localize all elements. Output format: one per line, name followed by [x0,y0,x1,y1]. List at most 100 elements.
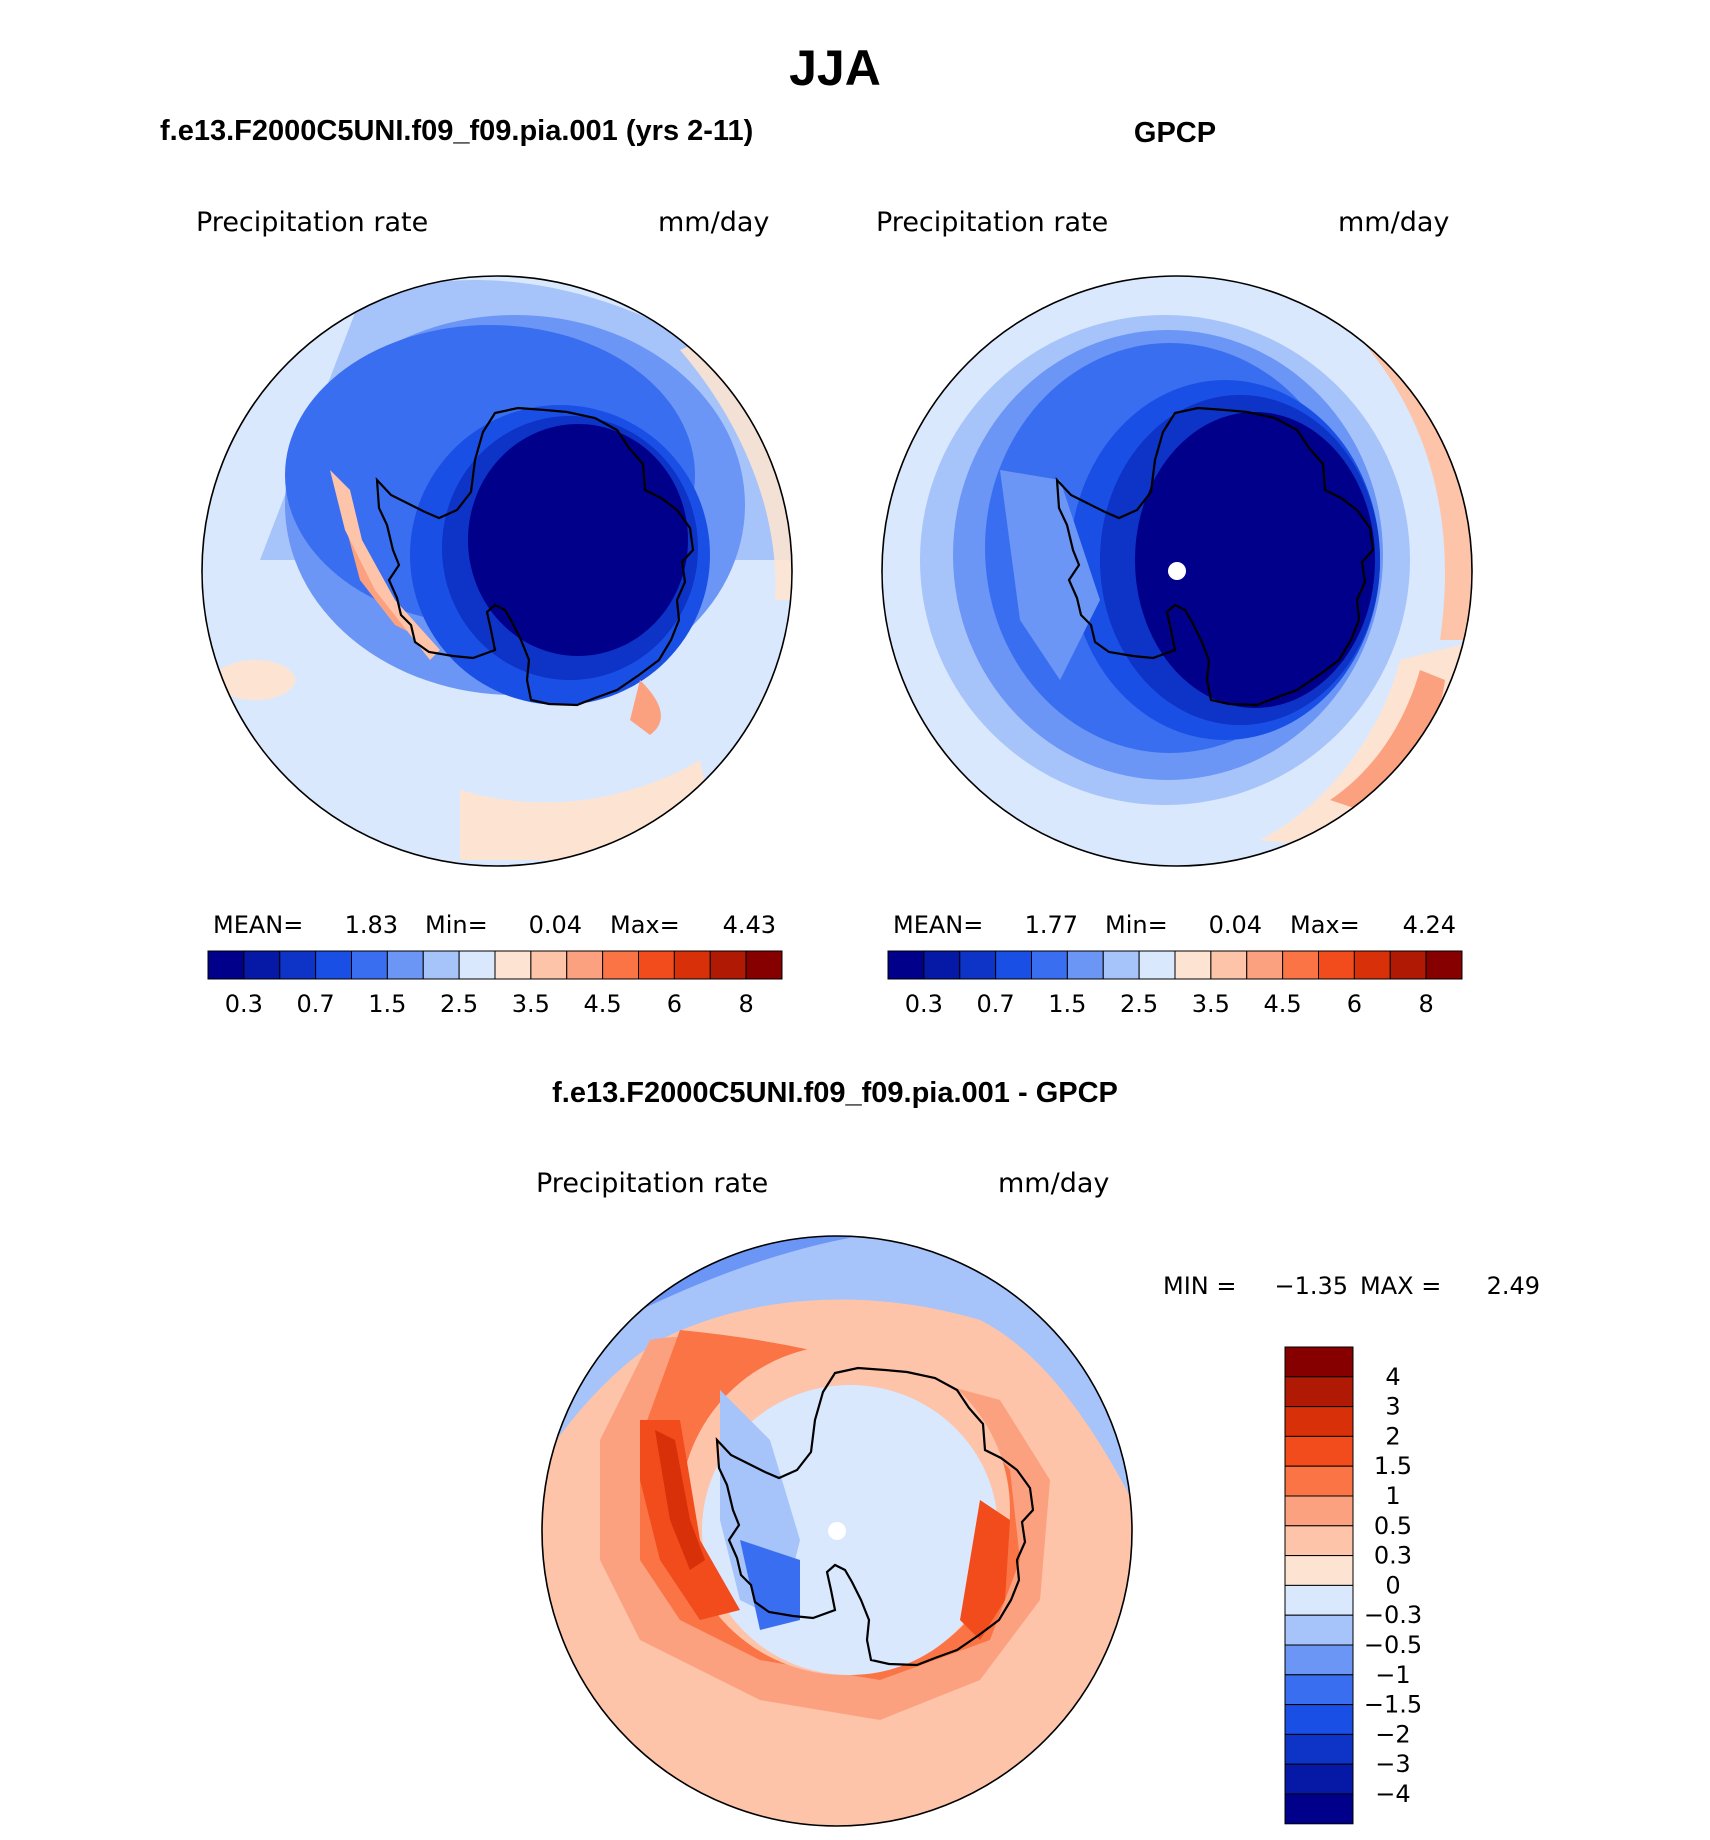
panel-diff-colorbar-swatch [1284,1435,1354,1467]
panel-obs-colorbar-tick-label: 3.5 [1192,990,1230,1018]
panel-diff-map [542,1236,1132,1826]
panel-diff-colorbar-swatch [1284,1674,1354,1706]
panel-obs-colorbar-tick-label: 0.3 [905,990,943,1018]
panel-model-colorbar-swatch [673,950,711,980]
panel-diff-colorbar-tick-label: 1.5 [1374,1452,1412,1480]
panel-model-map [202,276,792,866]
panel-model-colorbar-tick-label: 3.5 [512,990,550,1018]
panel-obs-mean-label: MEAN= [893,911,983,939]
panel-diff-colorbar-tick-label: −3 [1375,1750,1410,1778]
panel-obs-colorbar: 0.3 0.7 1.5 2.5 3.5 4.5 6 8 [887,950,1463,1018]
panel-model-colorbar-swatch [458,950,496,980]
panel-diff-colorbar-swatch [1284,1793,1354,1825]
panel-model: f.e13.F2000C5UNI.f09_f09.pia.001 (yrs 2-… [160,115,793,1018]
panel-diff-min-value: −1.35 [1274,1272,1348,1300]
panel-model-mean-value: 1.83 [345,911,398,939]
panel-obs-colorbar-swatch [959,950,997,980]
panel-diff-max-label: MAX = [1360,1272,1441,1300]
panel-obs-colorbar-tick-label: 1.5 [1048,990,1086,1018]
panel-model-colorbar-swatch [602,950,639,980]
panel-model-colorbar-swatch [638,950,675,980]
panel-diff-colorbar-swatch [1284,1406,1354,1437]
panel-model-colorbar-tick-label: 0.7 [297,990,335,1018]
panel-diff-colorbar-tick-label: 2 [1385,1422,1400,1450]
panel-model-colorbar-swatch [530,950,568,980]
panel-model-colorbar-tick-label: 8 [738,990,753,1018]
panel-diff-colorbar-tick-label: 0.5 [1374,1512,1412,1540]
panel-diff-min-label: MIN = [1163,1272,1236,1300]
panel-model-colorbar-swatch [709,950,747,980]
panel-diff-colorbar-tick-label: −2 [1375,1720,1410,1748]
panel-obs-colorbar-swatch [1102,950,1140,980]
panel-obs-min-label: Min= [1105,911,1168,939]
panel-model-colorbar-swatch [386,950,424,980]
panel-model-colorbar-swatch [243,950,281,980]
panel-obs-colorbar-swatch [995,950,1032,980]
panel-obs-colorbar-tick-label: 0.7 [977,990,1015,1018]
panel-model-colorbar-tick-label: 2.5 [440,990,478,1018]
panel-diff-colorbar-tick-label: 0 [1385,1571,1400,1599]
panel-obs-colorbar-swatch [1389,950,1427,980]
panel-model-colorbar-swatch [279,950,317,980]
panel-diff-colorbar-swatch [1284,1495,1354,1527]
figure-title: JJA [789,40,881,96]
panel-obs-colorbar-swatch [1066,950,1104,980]
panel-obs-colorbar-swatch [887,950,925,980]
panel-obs-colorbar-tick-label: 4.5 [1264,990,1302,1018]
panel-obs-map [882,276,1472,866]
panel-model-colorbar-swatch [494,950,532,980]
panel-diff-colorbar-swatch [1284,1584,1354,1616]
panel-obs-units: mm/day [1338,207,1449,238]
panel-obs-colorbar-swatch [1353,950,1391,980]
panel-model-map-border [201,275,793,867]
panel-diff-title: f.e13.F2000C5UNI.f09_f09.pia.001 - GPCP [552,1077,1118,1109]
panel-obs-colorbar-swatch [1282,950,1319,980]
panel-diff: f.e13.F2000C5UNI.f09_f09.pia.001 - GPCP … [536,1077,1540,1827]
panel-diff-colorbar-swatch [1284,1525,1354,1557]
panel-model-colorbar-tick-label: 4.5 [584,990,622,1018]
panel-obs-colorbar-tick-label: 6 [1347,990,1362,1018]
panel-diff-colorbar-swatch [1284,1733,1354,1765]
panel-diff-units: mm/day [998,1168,1109,1199]
panel-model-variable: Precipitation rate [196,207,428,238]
panel-diff-colorbar-tick-label: 3 [1385,1393,1400,1421]
panel-obs-colorbar-tick-label: 2.5 [1120,990,1158,1018]
panel-model-max-value: 4.43 [723,911,776,939]
panel-model-colorbar-tick-label: 6 [667,990,682,1018]
panel-obs-colorbar-swatch [1174,950,1212,980]
panel-obs-min-value: 0.04 [1209,911,1262,939]
panel-model-colorbar: 0.3 0.7 1.5 2.5 3.5 4.5 6 8 [207,950,783,1018]
panel-diff-variable: Precipitation rate [536,1168,768,1199]
panel-obs-colorbar-swatch [1246,950,1284,980]
panel-diff-colorbar-tick-label: −1 [1375,1661,1410,1689]
panel-obs-colorbar-tick-label: 8 [1418,990,1433,1018]
panel-model-colorbar-tick-label: 0.3 [225,990,263,1018]
panel-diff-colorbar-swatch [1284,1376,1354,1408]
panel-model-colorbar-swatch [315,950,352,980]
panel-diff-colorbar-tick-label: 1 [1385,1482,1400,1510]
panel-model-colorbar-swatch [745,950,783,980]
panel-obs-variable: Precipitation rate [876,207,1108,238]
panel-model-units: mm/day [658,207,769,238]
panel-diff-colorbar-swatch [1284,1763,1354,1795]
panel-diff-colorbar-tick-label: 4 [1385,1363,1400,1391]
panel-model-colorbar-swatch [422,950,460,980]
panel-obs-colorbar-swatch [1210,950,1248,980]
panel-model-colorbar-swatch [566,950,604,980]
panel-model-min-value: 0.04 [529,911,582,939]
panel-diff-colorbar-tick-label: −4 [1375,1780,1410,1808]
panel-model-min-label: Min= [425,911,488,939]
panel-model-colorbar-swatch [351,950,388,980]
panel-obs-colorbar-swatch [1318,950,1355,980]
panel-model-colorbar-tick-label: 1.5 [368,990,406,1018]
panel-model-colorbar-swatch [207,950,245,980]
panel-diff-colorbar-swatch [1284,1346,1354,1378]
panel-diff-colorbar-swatch [1284,1614,1354,1646]
panel-diff-colorbar-swatch [1284,1465,1354,1497]
panel-obs-colorbar-swatch [1138,950,1176,980]
panel-diff-colorbar-swatch [1284,1644,1354,1676]
panel-diff-colorbar-tick-label: −0.5 [1364,1631,1422,1659]
panel-obs-map-border [881,275,1473,867]
